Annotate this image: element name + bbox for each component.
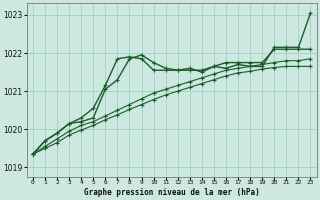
X-axis label: Graphe pression niveau de la mer (hPa): Graphe pression niveau de la mer (hPa) xyxy=(84,188,260,197)
